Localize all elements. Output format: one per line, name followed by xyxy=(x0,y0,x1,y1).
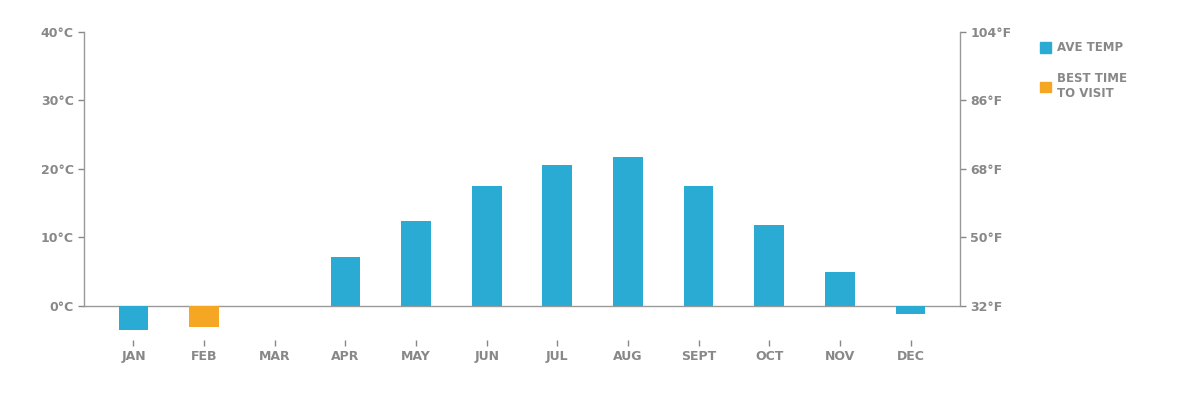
Legend: AVE TEMP, BEST TIME
TO VISIT: AVE TEMP, BEST TIME TO VISIT xyxy=(1036,38,1130,104)
Bar xyxy=(190,306,218,327)
Bar xyxy=(542,166,572,306)
Bar xyxy=(895,306,925,314)
Bar xyxy=(330,257,360,306)
Bar xyxy=(613,156,643,306)
Bar xyxy=(826,272,854,306)
Bar xyxy=(119,306,149,330)
Bar xyxy=(472,186,502,306)
Bar xyxy=(401,221,431,306)
Bar xyxy=(684,186,714,306)
Bar xyxy=(755,225,784,306)
